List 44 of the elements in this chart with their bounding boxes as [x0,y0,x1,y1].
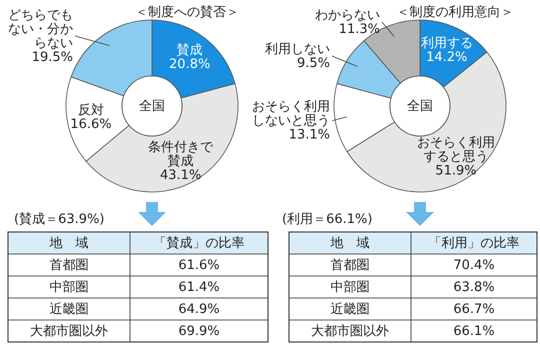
text: (賛成＝63.9%) [14,212,104,226]
slice-label: どちらでもない・分からない [8,8,73,50]
category-label: 中部圏 [330,280,370,294]
data-label: 66.1% [453,324,495,338]
data-label: 9.5% [296,56,330,70]
category-label: 近畿圏 [330,302,370,316]
data-label: 13.1% [288,127,330,142]
category-label: 首都圏 [50,258,88,272]
data-label: 63.8% [453,280,495,294]
text: 全国 [139,98,165,114]
data-label: 70.4% [453,258,495,272]
data-label: 69.9% [178,324,220,338]
data-label: 51.9% [435,163,477,178]
text: 地 域 [330,236,370,250]
slice-label: 反対 [78,101,104,118]
slice-label: わからない [315,8,380,22]
text: (利用＝66.1%) [282,212,372,226]
text: 地 域 [48,236,88,250]
chart-title: ＜制度の利用意向＞ [396,4,514,20]
category-label: 近畿圏 [50,302,88,316]
data-label: 64.9% [178,302,220,316]
data-label: 19.5% [32,50,73,64]
data-label: 16.6% [70,116,112,132]
slice-label: 賛成 [176,42,203,58]
category-label: 大都市圏以外 [30,324,108,338]
slice-label: 利用しない [265,42,330,56]
data-label: 14.2% [426,50,468,65]
slice-label: 利用する [420,36,473,51]
data-label: 11.3% [338,22,380,36]
data-label: 61.4% [178,280,220,294]
category-label: 首都圏 [330,258,370,272]
data-label: 66.7% [453,302,495,316]
slice-label: おそらく利用すると思う [416,135,495,164]
slice-label: 条件付きで賛成 [148,139,214,168]
text: 「賛成」の比率 [154,234,244,250]
category-label: 大都市圏以外 [311,324,389,338]
text: 「利用」の比率 [428,234,520,250]
data-label: 61.6% [178,258,220,272]
text: 全国 [407,98,433,114]
category-label: 中部圏 [50,280,88,294]
data-label: 20.8% [169,56,210,72]
slice-label: おそらく利用しないと思う [252,99,330,128]
chart-title: ＜制度への賛否＞ [135,4,239,20]
data-label: 43.1% [160,167,202,182]
